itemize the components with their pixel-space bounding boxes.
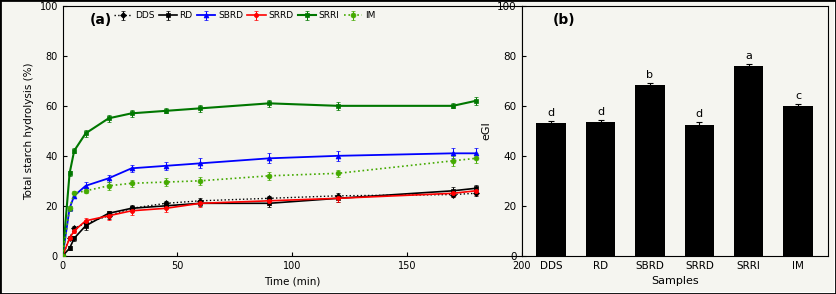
Bar — [685, 125, 714, 256]
Text: (b): (b) — [553, 14, 575, 27]
Text: (a): (a) — [90, 14, 113, 27]
Text: d: d — [696, 109, 703, 119]
Text: d: d — [597, 107, 604, 117]
X-axis label: Time (min): Time (min) — [264, 276, 320, 286]
Legend: DDS, RD, SBRD, SRRD, SRRI, IM: DDS, RD, SBRD, SRRD, SRRI, IM — [113, 10, 376, 21]
X-axis label: Samples: Samples — [651, 276, 698, 286]
Text: b: b — [646, 70, 654, 80]
Text: c: c — [795, 91, 801, 101]
Text: d: d — [548, 108, 555, 118]
Y-axis label: Total starch hydrolysis (%): Total starch hydrolysis (%) — [24, 62, 34, 200]
Bar — [635, 85, 665, 256]
Bar — [734, 66, 763, 256]
Bar — [586, 122, 615, 256]
Text: a: a — [745, 51, 752, 61]
Bar — [537, 123, 566, 256]
Bar — [783, 106, 813, 256]
Y-axis label: eGI: eGI — [482, 121, 492, 140]
